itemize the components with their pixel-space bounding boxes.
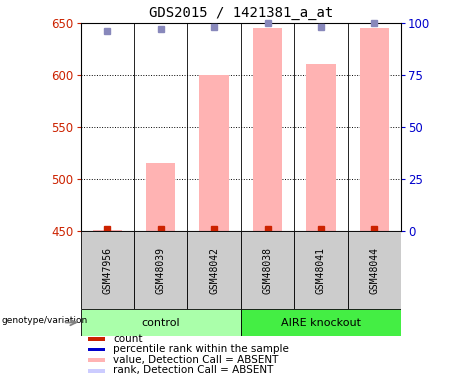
Bar [200,75,229,231]
Text: AIRE knockout: AIRE knockout [281,318,361,327]
Bar [294,231,348,309]
Bar [93,230,122,231]
Bar [241,231,294,309]
Bar [88,358,106,362]
Text: GSM48039: GSM48039 [156,246,166,294]
Bar [348,231,401,309]
Text: percentile rank within the sample: percentile rank within the sample [113,344,289,354]
Text: control: control [142,318,180,327]
Bar [134,231,188,309]
Text: GSM48044: GSM48044 [369,246,379,294]
Text: GSM48038: GSM48038 [263,246,272,294]
Bar [241,309,401,336]
Bar [360,28,389,231]
Bar [253,28,282,231]
Bar [81,309,241,336]
Bar [81,231,134,309]
Bar [306,64,336,231]
Text: GSM48042: GSM48042 [209,246,219,294]
Text: value, Detection Call = ABSENT: value, Detection Call = ABSENT [113,355,278,365]
Bar [88,337,106,340]
Bar [146,163,176,231]
Text: genotype/variation: genotype/variation [1,316,88,325]
Bar [88,348,106,351]
Text: count: count [113,333,142,344]
Text: rank, Detection Call = ABSENT: rank, Detection Call = ABSENT [113,365,273,375]
Bar [188,231,241,309]
Bar [88,369,106,372]
Text: GSM47956: GSM47956 [102,246,112,294]
Title: GDS2015 / 1421381_a_at: GDS2015 / 1421381_a_at [149,6,333,20]
Text: GSM48041: GSM48041 [316,246,326,294]
